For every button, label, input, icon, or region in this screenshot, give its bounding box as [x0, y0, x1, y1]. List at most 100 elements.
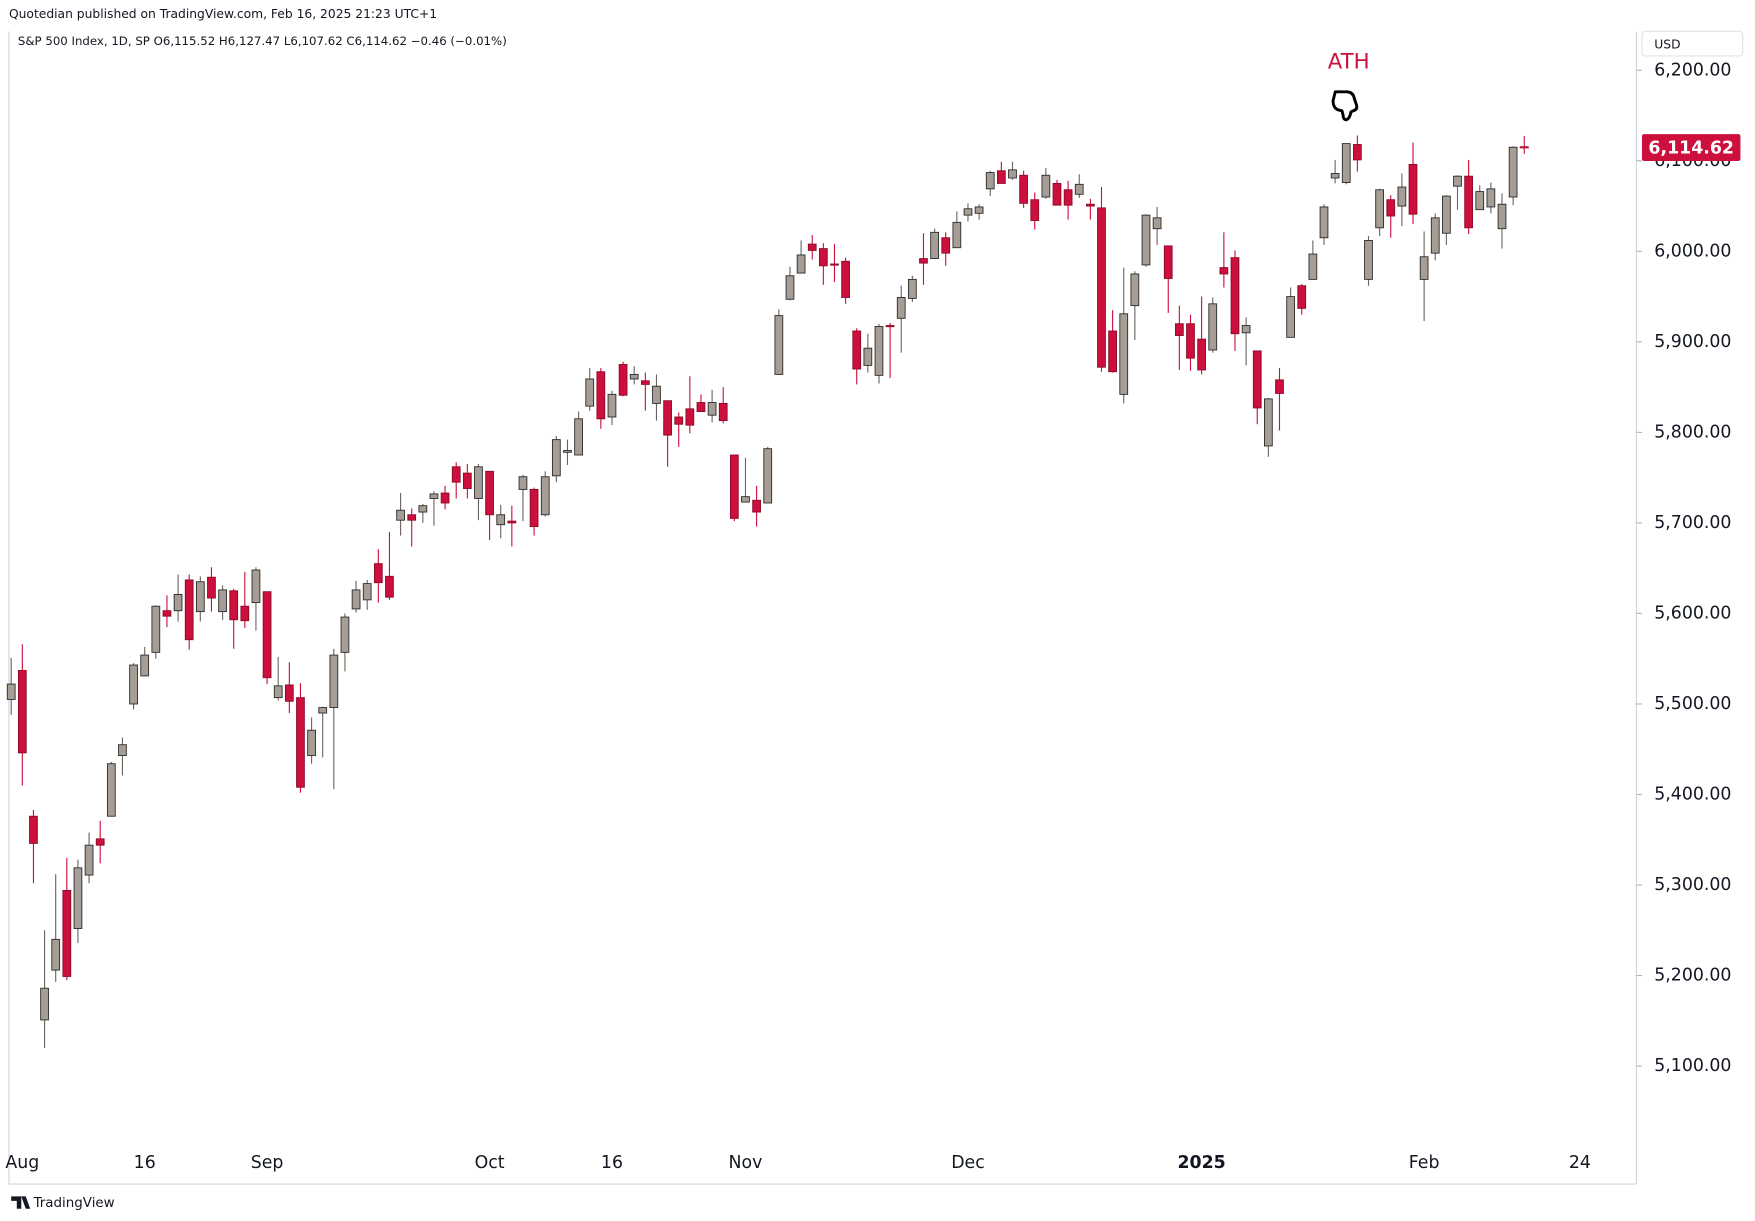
candle-body [1008, 169, 1017, 179]
y-tick-label: 5,800.00 [1654, 422, 1731, 442]
candle-body [752, 499, 761, 513]
candle-body [329, 654, 339, 709]
candle-body [1364, 240, 1373, 280]
candle-body [796, 254, 806, 274]
candle-body [674, 416, 684, 425]
candle-body [262, 591, 272, 679]
candle-body [1208, 303, 1218, 351]
candle-body [440, 492, 450, 504]
candle-body [1097, 207, 1106, 368]
candle-body [652, 385, 661, 404]
candle-body [418, 505, 428, 513]
candle-body [863, 347, 873, 366]
candle-body [373, 563, 383, 584]
candle-body [462, 472, 472, 489]
candle-body [830, 263, 839, 266]
candle-body [907, 278, 917, 299]
candle-body [952, 221, 962, 249]
candle-body [885, 325, 895, 328]
candle-body [1486, 188, 1496, 208]
candle-body [1063, 189, 1073, 206]
y-tick-label: 5,900.00 [1654, 332, 1731, 352]
candle-body [874, 326, 884, 376]
candle-body [140, 654, 150, 677]
candle-body [685, 408, 695, 426]
candle-body [596, 371, 606, 420]
candle-body [1074, 183, 1084, 195]
candle-body [1386, 199, 1396, 217]
candle-body [496, 514, 506, 526]
candle-body [996, 170, 1006, 184]
candle-body [941, 237, 951, 254]
candle-body [429, 493, 439, 499]
candle-body [1341, 143, 1351, 183]
candle-body [251, 569, 261, 604]
candle-body [852, 330, 862, 370]
candle-body [351, 589, 361, 610]
candle-body [284, 684, 294, 702]
candle-body [774, 315, 784, 375]
candle-body [1397, 186, 1407, 207]
y-tick-label: 6,200.00 [1654, 60, 1731, 80]
candle-body [474, 466, 483, 499]
candle-body [6, 683, 16, 700]
candle-body [640, 380, 650, 385]
candle-body [173, 593, 183, 612]
candle-body [1174, 323, 1184, 336]
footer: TradingView [11, 1196, 115, 1211]
candle-body [129, 664, 138, 705]
publish-header: Quotedian published on TradingView.com, … [9, 7, 437, 21]
y-tick-label: 5,200.00 [1654, 966, 1731, 986]
candle-body [618, 364, 628, 396]
candle-body [1030, 199, 1040, 221]
candle-body [518, 476, 528, 490]
y-tick-label: 6,000.00 [1654, 241, 1731, 261]
candle-body [151, 605, 161, 653]
candle-body [118, 744, 127, 757]
candle-body [1464, 175, 1473, 229]
candle-body [1052, 182, 1062, 206]
x-tick-label: Aug [5, 1153, 39, 1173]
candle-body [1085, 203, 1095, 207]
candle-body [1408, 163, 1418, 215]
candle-body [95, 838, 105, 846]
symbol-legend: S&P 500 Index, 1D, SP O6,115.52 H6,127.4… [18, 34, 507, 48]
currency-label: USD [1654, 37, 1680, 51]
candle-body [62, 890, 72, 977]
x-tick-label: Dec [951, 1153, 985, 1173]
candle-body [184, 579, 194, 641]
candle-body [29, 815, 38, 844]
candle-body [240, 605, 250, 622]
candle-body [1197, 338, 1206, 371]
candle-body [1230, 257, 1240, 335]
candle-body [207, 576, 216, 599]
candle-body [629, 373, 639, 380]
candle-body [1252, 350, 1262, 409]
candle-body [1264, 398, 1273, 447]
candle-body [1297, 285, 1307, 309]
x-tick-label: Oct [475, 1153, 505, 1173]
candle-body [1163, 245, 1173, 279]
last-price-box [1641, 134, 1741, 161]
candle-body [551, 439, 561, 477]
candle-body [818, 248, 828, 267]
x-tick-label: Feb [1409, 1153, 1440, 1173]
candle-body [1219, 267, 1229, 275]
footer-brand: TradingView [33, 1196, 115, 1211]
candle-body [963, 208, 973, 216]
candle-body [273, 685, 283, 699]
candle-body [1353, 144, 1362, 161]
candle-body [1419, 256, 1429, 280]
candle-body [663, 400, 672, 436]
candle-body [707, 402, 717, 416]
candle-body [1241, 325, 1251, 334]
candle-body [1375, 189, 1384, 229]
candle-body [396, 509, 405, 521]
candle-body [896, 297, 906, 319]
candle-body [841, 260, 850, 298]
currency-box[interactable] [1641, 30, 1744, 57]
candle-body [1308, 253, 1318, 280]
candle-body [385, 575, 394, 598]
candle-body [451, 466, 461, 483]
